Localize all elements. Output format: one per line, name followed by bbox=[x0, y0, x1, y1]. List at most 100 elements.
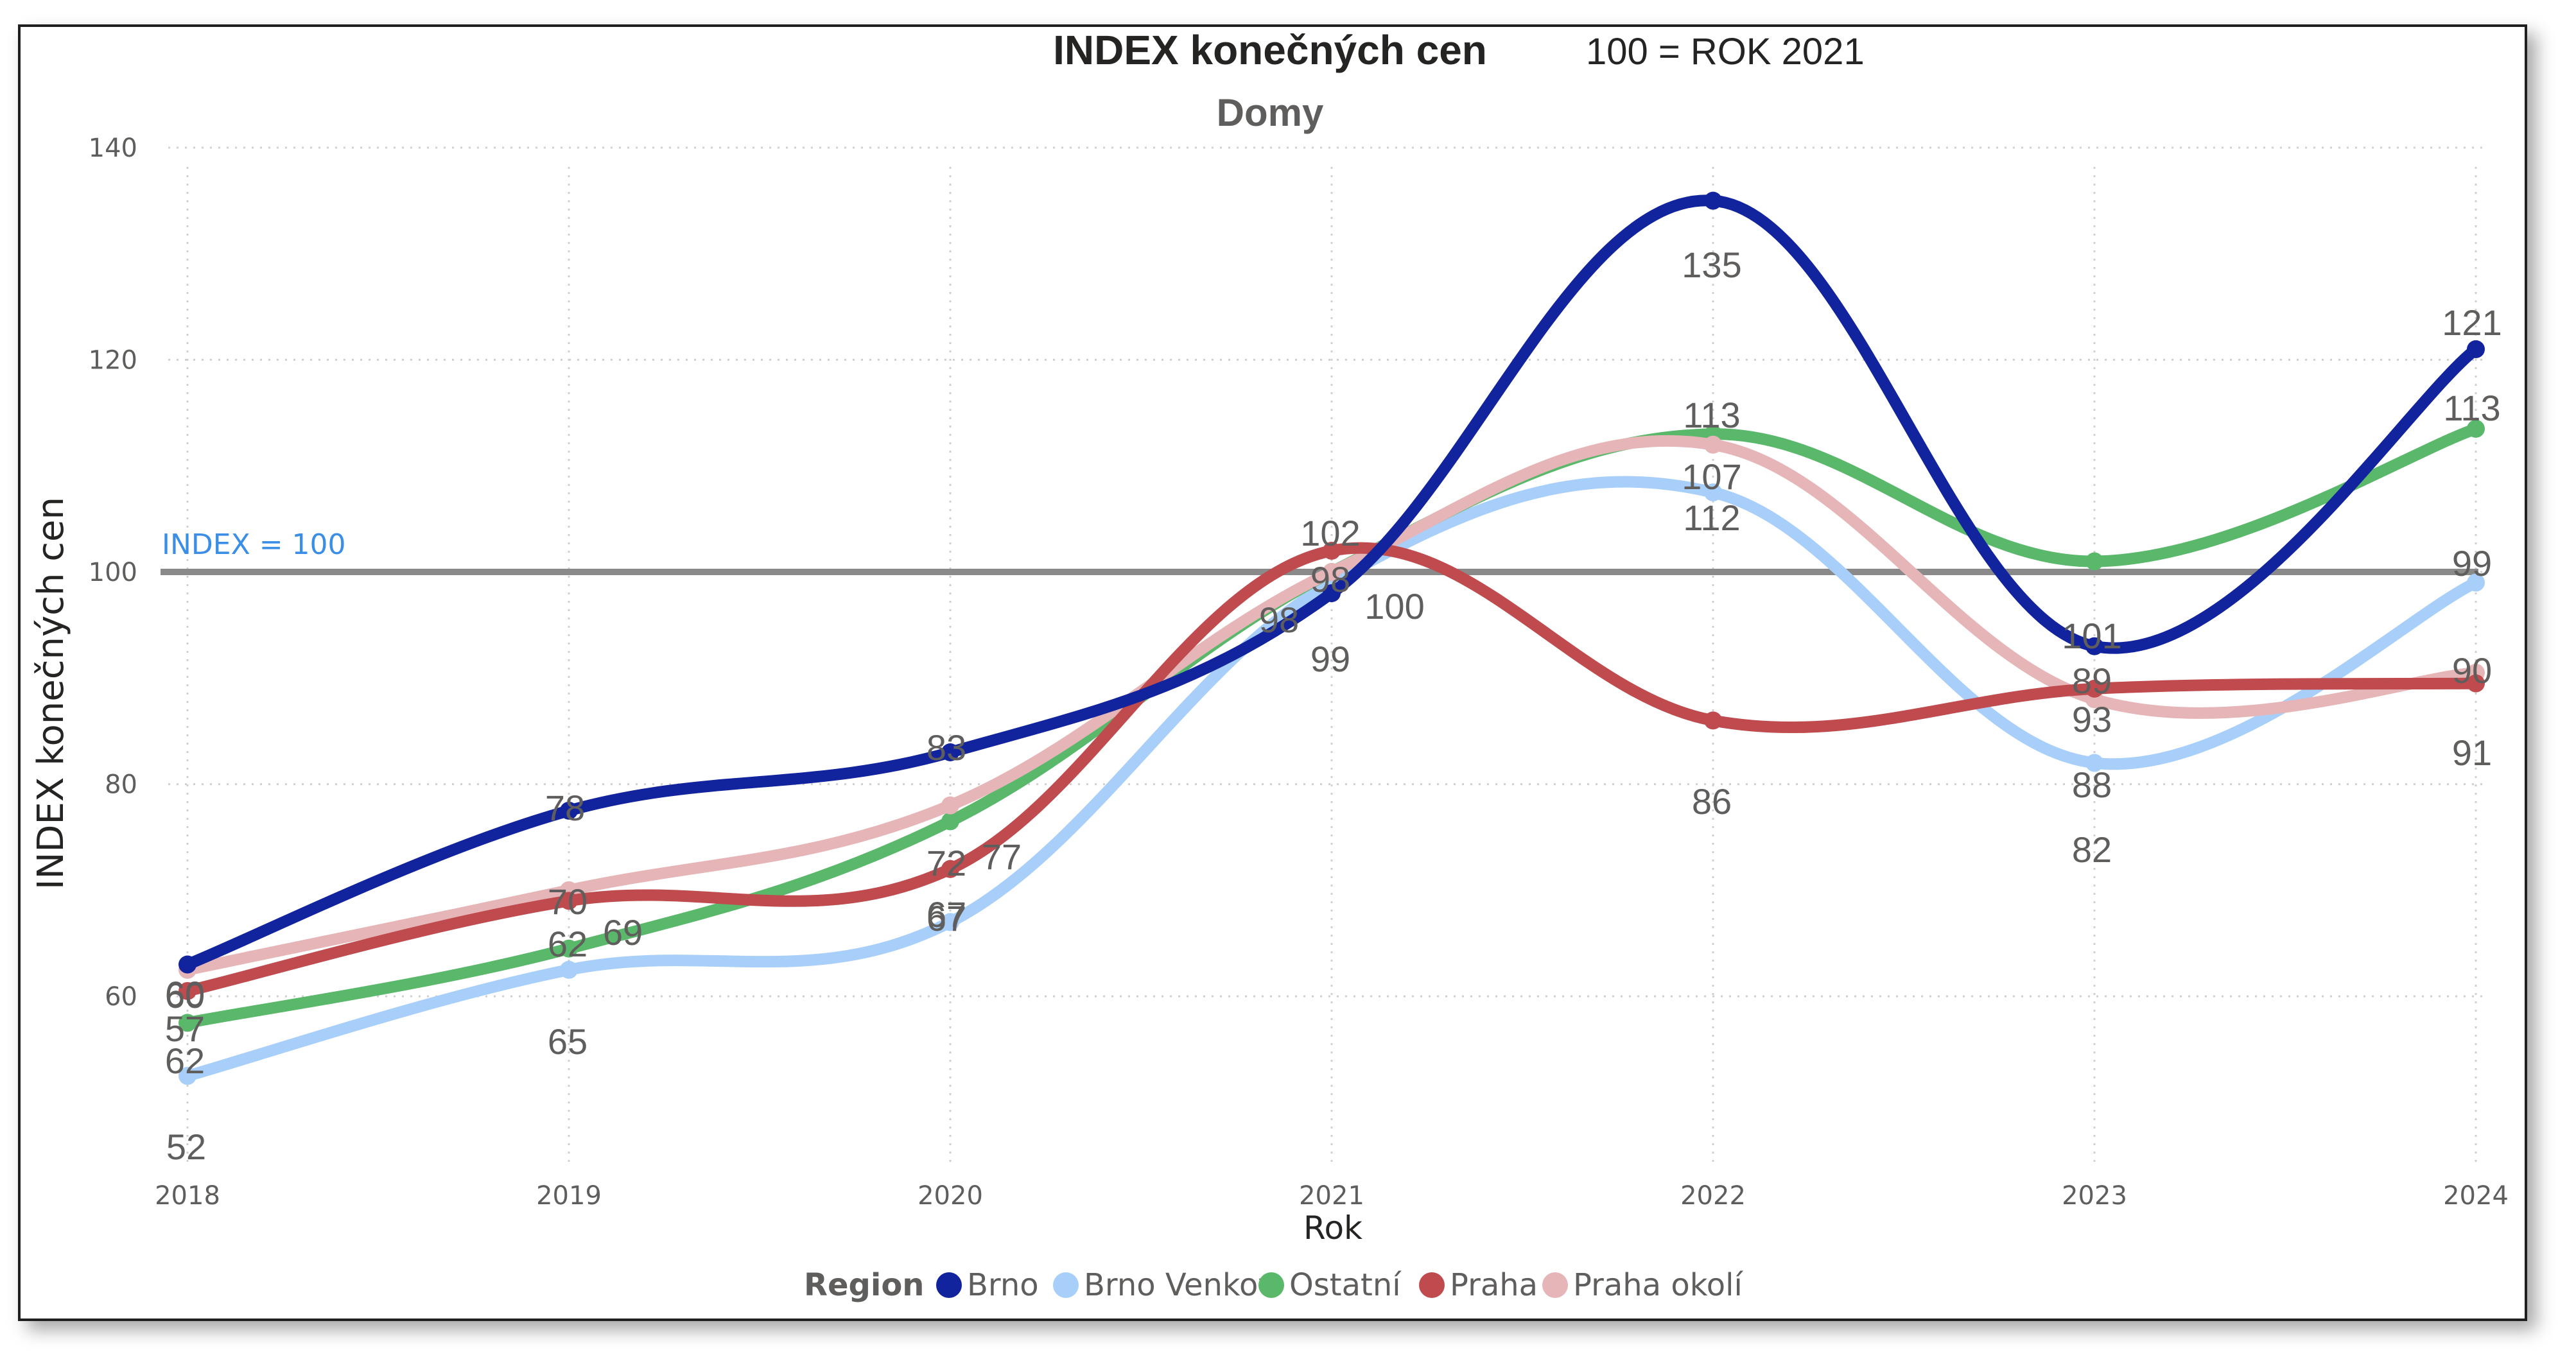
data-label: 65 bbox=[548, 1021, 587, 1062]
data-label: 101 bbox=[2062, 616, 2121, 656]
data-label: 57 bbox=[165, 1008, 205, 1049]
x-tick-label: 2022 bbox=[1680, 1181, 1746, 1211]
reference-line-label: INDEX = 100 bbox=[162, 528, 346, 561]
data-label: 98 bbox=[1259, 600, 1299, 640]
data-label: 112 bbox=[1683, 497, 1740, 538]
data-label: 62 bbox=[165, 1041, 205, 1081]
data-point[interactable] bbox=[1323, 584, 1341, 603]
data-point[interactable] bbox=[560, 801, 578, 820]
data-label: 102 bbox=[1300, 513, 1360, 553]
y-tick-label: 120 bbox=[89, 346, 137, 376]
data-label: 60 bbox=[165, 974, 205, 1014]
data-label: 72 bbox=[927, 843, 966, 883]
data-point[interactable] bbox=[2085, 754, 2103, 772]
data-labels: 60 78 83 98 135 89 121 52 65 67 99 112 82 99 62 62 72 102… bbox=[165, 245, 2502, 1167]
data-point[interactable] bbox=[941, 743, 959, 761]
legend-label: Praha bbox=[1450, 1267, 1538, 1303]
data-point[interactable] bbox=[178, 981, 196, 1000]
data-label: 67 bbox=[927, 894, 966, 935]
data-point[interactable] bbox=[941, 860, 959, 878]
series-ostatn- bbox=[178, 419, 2485, 1032]
data-label: 107 bbox=[1682, 456, 1741, 497]
data-label: 113 bbox=[1683, 395, 1740, 435]
data-label: 113 bbox=[2443, 388, 2500, 428]
data-point[interactable] bbox=[941, 913, 959, 931]
x-tick-label: 2018 bbox=[155, 1181, 220, 1211]
data-label: 83 bbox=[927, 727, 966, 768]
data-label: 91 bbox=[2452, 732, 2492, 773]
data-point[interactable] bbox=[1323, 542, 1341, 560]
x-axis-title: Rok bbox=[1303, 1209, 1362, 1247]
data-label: 121 bbox=[2442, 302, 2502, 343]
data-point[interactable] bbox=[1704, 711, 1722, 730]
data-label: 69 bbox=[603, 912, 643, 953]
legend-item-praha[interactable]: Praha bbox=[1419, 1267, 1538, 1303]
x-tick-label: 2019 bbox=[536, 1181, 602, 1211]
data-point[interactable] bbox=[2467, 573, 2485, 592]
series-praha-okol- bbox=[178, 435, 2485, 979]
data-point[interactable] bbox=[2085, 552, 2103, 571]
x-tick-label: 2024 bbox=[2443, 1181, 2509, 1211]
legend-label: Praha okolí bbox=[1573, 1267, 1744, 1303]
data-point[interactable] bbox=[1323, 563, 1341, 582]
y-tick-label: 60 bbox=[105, 982, 137, 1012]
data-point[interactable] bbox=[2085, 637, 2103, 655]
legend-item-brno[interactable]: Brno bbox=[936, 1267, 1039, 1303]
legend-label: Ostatní bbox=[1289, 1267, 1402, 1303]
data-label: 78 bbox=[545, 788, 585, 828]
legend-item-praha-okol-[interactable]: Praha okolí bbox=[1542, 1267, 1744, 1303]
series-lines bbox=[178, 191, 2485, 1085]
data-point[interactable] bbox=[560, 892, 578, 910]
data-point[interactable] bbox=[1704, 483, 1722, 502]
data-point[interactable] bbox=[560, 939, 578, 958]
legend-swatch bbox=[1419, 1272, 1445, 1298]
x-axis: 2018 2019 2020 2021 2022 2023 2024 bbox=[155, 1181, 2509, 1211]
data-label: 99 bbox=[2452, 543, 2492, 584]
data-point[interactable] bbox=[941, 812, 959, 831]
series-praha bbox=[178, 542, 2485, 1000]
legend-label: Brno bbox=[967, 1267, 1039, 1303]
data-label: 60 bbox=[165, 975, 205, 1016]
data-label: 70 bbox=[548, 881, 587, 922]
series-brno bbox=[178, 191, 2485, 974]
data-point[interactable] bbox=[2467, 419, 2485, 438]
data-label: 135 bbox=[1682, 245, 1741, 285]
data-point[interactable] bbox=[178, 955, 196, 974]
legend-item-brno-venkov[interactable]: Brno Venkov bbox=[1053, 1267, 1276, 1303]
data-point[interactable] bbox=[941, 796, 959, 815]
data-point[interactable] bbox=[2467, 674, 2485, 693]
data-label: 77 bbox=[982, 836, 1022, 877]
chart-subtitle: Domy bbox=[1217, 91, 1324, 134]
data-point[interactable] bbox=[178, 1014, 196, 1032]
data-label: 99 bbox=[1310, 639, 1350, 679]
legend-swatch bbox=[1053, 1272, 1079, 1298]
data-point[interactable] bbox=[1704, 191, 1722, 210]
data-point[interactable] bbox=[2085, 679, 2103, 698]
legend-swatch bbox=[1542, 1272, 1568, 1298]
y-axis: 60 80 100 120 140 bbox=[89, 134, 137, 1012]
data-point[interactable] bbox=[178, 1067, 196, 1085]
data-label: 62 bbox=[548, 924, 587, 964]
data-label: 90 bbox=[2452, 650, 2492, 691]
legend-item-ostatn-[interactable]: Ostatní bbox=[1258, 1267, 1402, 1303]
data-point[interactable] bbox=[1704, 435, 1722, 454]
legend-title: Region bbox=[804, 1267, 924, 1303]
x-tick-label: 2023 bbox=[2062, 1181, 2127, 1211]
y-tick-label: 80 bbox=[105, 770, 137, 800]
legend-swatch bbox=[936, 1272, 962, 1298]
data-label: 93 bbox=[2072, 699, 2112, 739]
data-label: 86 bbox=[1692, 781, 1732, 822]
data-point[interactable] bbox=[2467, 340, 2485, 358]
data-label: 89 bbox=[2072, 661, 2112, 701]
data-label: 67 bbox=[927, 898, 966, 938]
data-label: 100 bbox=[1364, 586, 1424, 627]
data-point[interactable] bbox=[560, 960, 578, 979]
data-label: 52 bbox=[166, 1127, 206, 1167]
legend: Region Brno Brno Venkov Ostatní Praha Praha … bbox=[804, 1267, 1744, 1303]
x-tick-label: 2020 bbox=[918, 1181, 983, 1211]
legend-swatch bbox=[1258, 1272, 1284, 1298]
y-axis-title: INDEX konečných cen bbox=[30, 497, 72, 890]
y-tick-label: 100 bbox=[89, 558, 137, 587]
chart-frame bbox=[18, 24, 2527, 1321]
